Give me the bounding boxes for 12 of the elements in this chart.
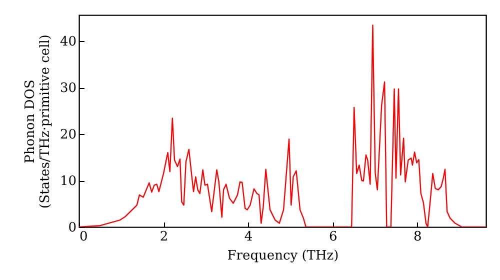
x-tick-label: 4 — [244, 230, 253, 244]
x-tick-label: 6 — [328, 230, 338, 244]
y-tick-label: 40 — [60, 34, 76, 50]
x-tick-label: 8 — [413, 230, 422, 244]
y-tick-label: 10 — [60, 174, 76, 190]
y-tick-label: 30 — [60, 81, 76, 96]
y-tick-label: 20 — [60, 128, 76, 143]
x-tick-label: 0 — [80, 230, 88, 244]
x-tick-label: 2 — [160, 230, 168, 244]
x-axis-title: Frequency (THz) — [227, 248, 339, 264]
line-series — [79, 24, 486, 227]
y-axis-title: Phonon DOS (States/THz·primitive cell) — [22, 34, 53, 209]
